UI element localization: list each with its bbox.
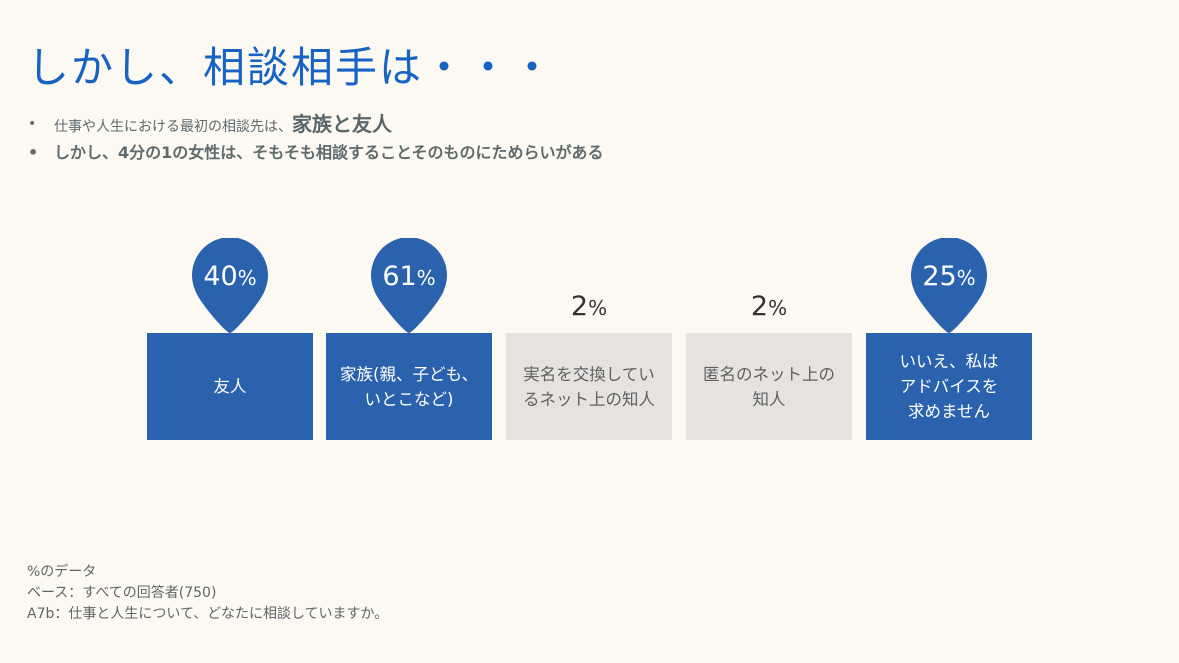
map-pin-icon (911, 238, 987, 333)
bullet-item: • しかし、4分の1の女性は、そもそも相談することそのものにためらいがある (28, 141, 603, 165)
map-pin-icon (192, 238, 268, 333)
value-pin: 61% (370, 238, 448, 338)
value-label: 61% (382, 261, 436, 292)
bullet-list: • 仕事や人生における最初の相談先は、家族と友人 • しかし、4分の1の女性は、… (28, 110, 603, 165)
category-box: 匿名のネット上の 知人 (686, 333, 852, 440)
chart-column-no-advice: 25% いいえ、私は アドバイスを 求めません (866, 230, 1032, 442)
bullet-marker: • (28, 116, 37, 132)
value-label: 25% (922, 261, 976, 292)
footnotes: %のデータ ベース：すべての回答者(750) A7b：仕事と人生について、どなた… (27, 562, 388, 625)
chart-column-online-real-name: 2% 実名を交換してい るネット上の知人 (506, 230, 672, 442)
map-pin-icon (371, 238, 447, 333)
value-pin: 40% (191, 238, 269, 338)
category-box: いいえ、私は アドバイスを 求めません (866, 333, 1032, 440)
chart-column-family: 61% 家族(親、子ども、 いとこなど) (326, 230, 492, 442)
slide-title: しかし、相談相手は・・・ (27, 43, 556, 92)
bullet-text: しかし、4分の1の女性は、そもそも相談することそのものにためらいがある (54, 143, 604, 162)
bullet-text: 仕事や人生における最初の相談先は、 (54, 119, 292, 135)
footnote-base: ベース：すべての回答者(750) (27, 585, 217, 601)
bullet-item: • 仕事や人生における最初の相談先は、家族と友人 (28, 110, 603, 141)
footnote-question: A7b：仕事と人生について、どなたに相談していますか。 (27, 606, 389, 622)
value-label: 2% (570, 291, 608, 322)
footnote-data-unit: %のデータ (27, 564, 97, 580)
value-pin: 25% (910, 238, 988, 338)
bullet-marker: • (28, 143, 39, 162)
value-label: 40% (203, 261, 257, 292)
category-box: 家族(親、子ども、 いとこなど) (326, 333, 492, 440)
category-box: 実名を交換してい るネット上の知人 (506, 333, 672, 440)
bullet-emphasis: 家族と友人 (292, 112, 392, 136)
chart-column-online-anonymous: 2% 匿名のネット上の 知人 (686, 230, 852, 442)
value-label: 2% (750, 291, 788, 322)
category-box: 友人 (147, 333, 313, 440)
chart-column-friends: 40% 友人 (147, 230, 313, 442)
